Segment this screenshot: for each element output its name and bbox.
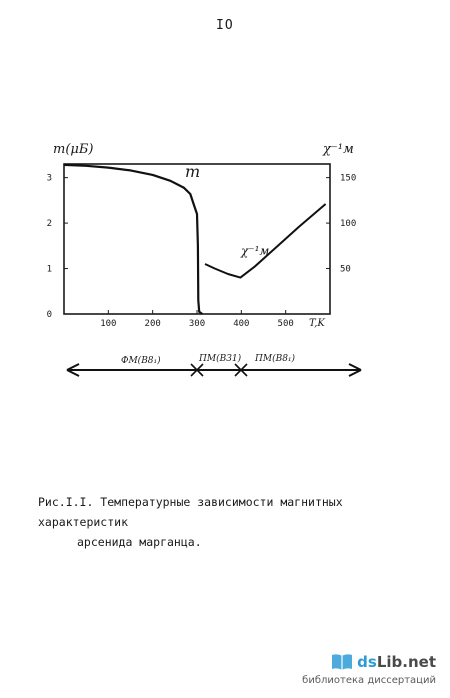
watermark-brand: dsLib.net — [357, 653, 436, 671]
page-number: IO — [216, 18, 234, 33]
phase-label-fm: ФМ(В8₁) — [121, 355, 161, 366]
x-tick-label: 400 — [233, 319, 249, 329]
book-icon — [332, 654, 353, 670]
y-right-tick-label: 50 — [340, 265, 351, 275]
phase-bar: ФМ(В8₁) ПМ(В31) ПМ(В8₁) — [66, 353, 362, 377]
caption-line-2: арсенида марганца. — [77, 535, 202, 549]
y-right-tick-label: 150 — [340, 174, 356, 184]
x-tick-label: 200 — [145, 319, 161, 329]
y-left-tick-label: 1 — [47, 265, 52, 275]
x-tick-label: 500 — [278, 319, 294, 329]
series-line-m — [63, 163, 203, 315]
y-left-tick-label: 2 — [47, 219, 52, 229]
figure-panel: m(μБ) χ⁻¹м T,K m χ⁻¹м ФМ(В8₁) ПМ(В31) ПМ… — [33, 133, 385, 395]
y-right-tick-label: 100 — [340, 219, 356, 229]
phase-label-pm-b81: ПМ(В8₁) — [254, 353, 296, 364]
phase-arrow-left — [66, 363, 80, 377]
y-left-tick-label: 3 — [47, 174, 52, 184]
watermark-logo: dsLib.net — [331, 650, 436, 674]
x-tick-label: 300 — [189, 319, 205, 329]
caption-line-1: Рис.I.I. Температурные зависимости магни… — [38, 495, 343, 529]
series-label-chi: χ⁻¹м — [240, 244, 269, 258]
x-tick-label: 100 — [100, 319, 116, 329]
phase-arrow-right — [348, 363, 362, 377]
figure-caption: Рис.I.I. Температурные зависимости магни… — [38, 492, 438, 552]
temperature-chart: m(μБ) χ⁻¹м T,K m χ⁻¹м ФМ(В8₁) ПМ(В31) ПМ… — [47, 142, 362, 377]
y-left-tick-label: 0 — [47, 310, 52, 320]
series-line-chi — [204, 203, 327, 279]
y-axis-label-right: χ⁻¹м — [322, 142, 354, 157]
x-axis-label: T,K — [309, 318, 325, 329]
phase-boundary-2 — [234, 363, 248, 377]
site-watermark[interactable]: dsLib.net библиотека диссертаций — [276, 650, 436, 690]
series-label-m: m — [185, 162, 200, 181]
watermark-brand-name: Lib.net — [376, 653, 436, 671]
phase-boundary-1 — [190, 363, 204, 377]
phase-label-pm-b31: ПМ(В31) — [198, 353, 242, 364]
watermark-brand-prefix: ds — [357, 653, 377, 671]
y-axis-label-left: m(μБ) — [53, 142, 93, 157]
watermark-subtitle: библиотека диссертаций — [302, 675, 436, 686]
